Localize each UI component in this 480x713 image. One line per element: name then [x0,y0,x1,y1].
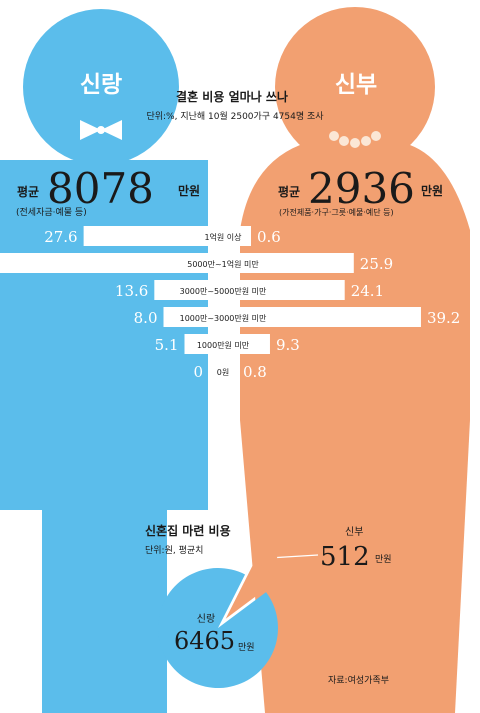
category-label-bg [163,307,283,327]
bride-value-label: 39.2 [427,309,460,327]
bride-head [275,7,435,167]
pie-unit: 단위:원, 평균치 [145,544,203,556]
bride-avg-value: 2936 [308,164,415,213]
chart-title: 결혼 비용 얼마나 쓰나 [176,89,288,104]
bride-value-label: 0.8 [243,363,267,381]
groom-avg-value: 8078 [47,164,154,213]
groom-avg-unit: 만원 [178,183,200,198]
groom-value-label: 0 [193,363,203,381]
groom-torso [0,160,208,510]
groom-value-label: 27.6 [44,228,77,246]
necklace-icon [329,131,381,148]
bride-slice-unit: 만원 [375,554,392,565]
groom-silhouette [0,9,208,713]
category-label-bg [174,253,272,273]
category-label: 3000만~5000만원 미만 [180,287,267,296]
unit-note: 단위:%, 지난해 10월 2500가구 4754명 조사 [146,110,324,122]
bride-slice-value: 512 [320,542,370,572]
category-label-bg [195,226,251,246]
category-label-bg [184,334,262,354]
bowtie-icon [80,120,122,140]
bride-slice-name: 신부 [345,526,363,538]
groom-note: (전세자금·예물 등) [16,207,87,218]
category-label: 1억원 이상 [204,232,242,242]
bride-slice [225,561,277,619]
category-label: 1000만원 미만 [197,341,250,350]
groom-value-label: 5.1 [155,336,179,354]
bride-value-label: 24.1 [351,282,384,300]
leader-line [277,554,319,559]
bride-value-label: 9.3 [276,336,300,354]
groom-slice-name: 신랑 [197,613,215,625]
category-label: 1000만~3000만원 미만 [180,314,267,323]
bride-label: 신부 [335,72,377,98]
groom-bar [83,226,224,246]
groom-bar [0,253,223,273]
source-note: 자료:여성가족부 [328,674,389,686]
groom-slice-unit: 만원 [238,642,255,653]
bride-avg-label: 평균 [278,185,300,199]
groom-value-label: 8.0 [134,309,158,327]
bride-value-label: 25.9 [360,255,393,273]
bride-avg-unit: 만원 [421,183,443,198]
category-label-bg [163,280,283,300]
category-label-bg [209,361,237,381]
groom-slice [158,568,279,689]
groom-legs [42,500,167,713]
bride-note: (가전제품·가구·그릇·예물·예단 등) [279,207,394,217]
bride-value-label: 0.6 [257,228,281,246]
category-label: 5000만~1억원 미만 [187,259,259,269]
groom-label: 신랑 [80,72,122,98]
groom-slice-value: 6465 [174,627,235,655]
pie-title: 신혼집 마련 비용 [145,523,231,538]
groom-head [23,9,179,165]
groom-value-label: 13.6 [115,282,148,300]
category-label: 0원 [217,368,229,377]
groom-avg-label: 평균 [17,185,39,199]
